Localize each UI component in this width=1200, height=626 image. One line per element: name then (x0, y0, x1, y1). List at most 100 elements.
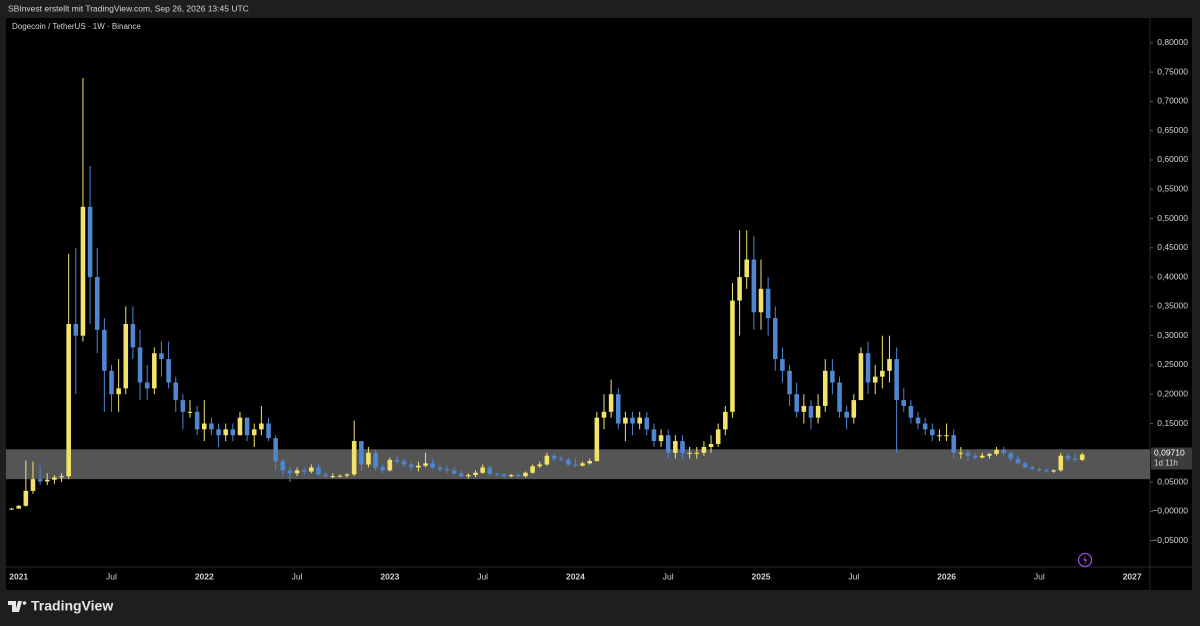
candle-body (615, 394, 621, 424)
candle-body (537, 464, 543, 467)
candle-body (1044, 470, 1049, 472)
candle-body (1015, 458, 1021, 464)
candle-body (765, 288, 771, 319)
candle-body (751, 259, 757, 313)
candle-body (37, 479, 43, 482)
candle-body (801, 405, 807, 412)
candle-body (694, 452, 700, 454)
candle-body (872, 376, 878, 383)
candle-body (130, 323, 136, 348)
candle-body (273, 438, 278, 462)
candle-body (937, 435, 942, 437)
x-tick-label: 2021 (9, 571, 28, 581)
candle-body (787, 370, 792, 395)
candle-body (730, 300, 735, 412)
candle-body (922, 423, 928, 430)
candle-body (16, 505, 21, 509)
candle-body (330, 476, 336, 478)
candle-body (458, 473, 464, 477)
candle-body (152, 353, 157, 389)
candle-body (501, 474, 507, 477)
candle-body (59, 476, 64, 478)
y-tick-label: 0,55000 (1157, 184, 1188, 194)
candle-body (44, 479, 50, 482)
last-price-label: 0,09710 (1154, 448, 1185, 458)
candle-body (865, 353, 871, 383)
candle-body (858, 353, 864, 401)
highlight-zone (6, 449, 1150, 480)
y-tick-label: 0,65000 (1157, 125, 1188, 135)
candle-body (701, 446, 707, 453)
y-tick-label: 0,45000 (1157, 242, 1188, 252)
candle-body (437, 467, 443, 470)
candle-body (430, 463, 435, 468)
header: SBInvest erstellt mit TradingView.com, S… (8, 3, 249, 13)
candle-body (223, 429, 228, 436)
candle-body (73, 323, 79, 336)
candle-body (987, 453, 992, 456)
candle-body (52, 477, 57, 480)
y-tick-label: 0,60000 (1157, 154, 1188, 164)
candle-body (737, 277, 742, 301)
candle-body (1022, 463, 1028, 468)
candle-body (287, 470, 293, 474)
candle-body (323, 474, 328, 477)
candle-body (1008, 452, 1014, 459)
candle-body (894, 359, 899, 401)
logo-mark (8, 601, 22, 612)
candle-body (316, 467, 321, 475)
candle-body (230, 429, 236, 436)
alert-icon[interactable] (1077, 552, 1093, 568)
candle-body (201, 423, 207, 430)
candle-body (608, 394, 614, 412)
candle-body (901, 400, 907, 406)
candle-body (487, 467, 493, 474)
candle-body (994, 449, 999, 454)
candle-body (808, 405, 814, 418)
candles (9, 77, 1085, 510)
x-tick-label: Jul (848, 571, 859, 581)
candle-body (637, 417, 642, 424)
candle-body (651, 429, 657, 442)
candle-body (723, 411, 728, 430)
candle-body (166, 359, 171, 383)
candle-body (915, 417, 921, 424)
candle-body (301, 470, 307, 472)
candle-body (830, 370, 835, 383)
candle-body (715, 429, 721, 445)
candle-body (880, 370, 885, 377)
x-tick-label: 2023 (380, 571, 399, 581)
candle-body (480, 467, 485, 473)
candle-body (680, 441, 685, 453)
logo (8, 601, 27, 612)
candle-body (251, 429, 257, 436)
y-tick-label: 0,30000 (1157, 330, 1188, 340)
candle-body (1037, 469, 1042, 471)
candle-body (837, 382, 842, 412)
candle-body (30, 479, 36, 491)
candle-body (658, 435, 664, 442)
candle-body (601, 411, 607, 418)
candle-body (887, 359, 892, 371)
y-tick-label: 0,05000 (1157, 476, 1188, 486)
candle-body (665, 435, 671, 453)
candle-body (516, 475, 521, 477)
candle-body (416, 465, 421, 468)
candle-body (630, 417, 635, 424)
candle-body (344, 474, 350, 476)
candle-body (209, 423, 214, 430)
y-tick-label: 0,75000 (1157, 66, 1188, 76)
candle-body (102, 329, 107, 371)
candle-body (187, 411, 193, 413)
candle-body (394, 459, 400, 462)
candle-body (408, 464, 414, 468)
y-tick-label: 0,40000 (1157, 271, 1188, 281)
y-tick-label: −0,05000 (1152, 535, 1188, 545)
candle-body (1051, 470, 1056, 472)
candle-body (780, 359, 785, 371)
candle-body (380, 467, 386, 471)
y-tick-label: 0,50000 (1157, 213, 1188, 223)
candle-body (294, 470, 300, 474)
